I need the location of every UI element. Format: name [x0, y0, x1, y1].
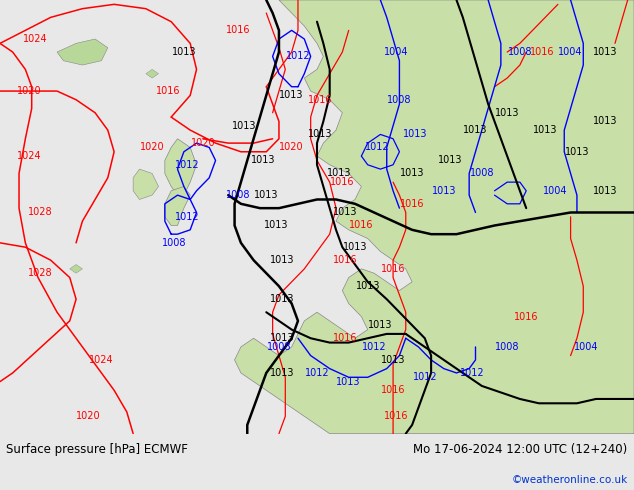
- Text: 1013: 1013: [232, 121, 256, 131]
- Text: 1013: 1013: [356, 281, 380, 291]
- Text: 1016: 1016: [333, 255, 358, 265]
- Text: 1013: 1013: [254, 190, 278, 200]
- Text: 1020: 1020: [77, 411, 101, 421]
- Text: 1013: 1013: [251, 155, 275, 166]
- Text: 1013: 1013: [432, 186, 456, 196]
- Text: 1013: 1013: [381, 355, 405, 365]
- Text: 1013: 1013: [308, 129, 332, 140]
- Text: 1013: 1013: [172, 47, 196, 57]
- Text: 1024: 1024: [17, 151, 41, 161]
- Text: 1013: 1013: [270, 294, 294, 304]
- Text: 1024: 1024: [89, 355, 113, 365]
- Text: 1016: 1016: [330, 177, 354, 187]
- Text: 1013: 1013: [280, 90, 304, 100]
- Polygon shape: [165, 139, 197, 195]
- Text: 1028: 1028: [28, 268, 52, 278]
- Text: 1020: 1020: [280, 143, 304, 152]
- Text: 1013: 1013: [343, 242, 367, 252]
- Text: 1013: 1013: [463, 125, 488, 135]
- Polygon shape: [146, 70, 158, 78]
- Text: 1008: 1008: [226, 190, 250, 200]
- Text: 1016: 1016: [333, 333, 358, 343]
- Polygon shape: [235, 0, 634, 434]
- Text: 1020: 1020: [140, 143, 164, 152]
- Text: 1013: 1013: [593, 47, 618, 57]
- Text: 1012: 1012: [305, 368, 329, 378]
- Text: 1013: 1013: [495, 108, 519, 118]
- Polygon shape: [70, 265, 82, 273]
- Text: 1016: 1016: [226, 25, 250, 35]
- Text: 1012: 1012: [286, 51, 310, 61]
- Polygon shape: [165, 187, 190, 225]
- Text: 1013: 1013: [270, 368, 294, 378]
- Text: 1016: 1016: [156, 86, 180, 96]
- Text: 1013: 1013: [438, 155, 462, 166]
- Text: 1013: 1013: [337, 377, 361, 387]
- Text: 1004: 1004: [559, 47, 583, 57]
- Text: 1013: 1013: [333, 207, 358, 218]
- Text: 1012: 1012: [365, 143, 389, 152]
- Text: 1016: 1016: [530, 47, 554, 57]
- Text: 1004: 1004: [543, 186, 567, 196]
- Text: 1008: 1008: [470, 169, 494, 178]
- Text: 1016: 1016: [381, 385, 405, 395]
- Text: 1016: 1016: [400, 199, 424, 209]
- Text: 1008: 1008: [508, 47, 532, 57]
- Text: 1013: 1013: [593, 117, 618, 126]
- Text: 1012: 1012: [362, 342, 386, 352]
- Text: 1016: 1016: [514, 312, 538, 321]
- Text: 1012: 1012: [175, 160, 199, 170]
- Text: 1013: 1013: [368, 320, 392, 330]
- Text: 1013: 1013: [270, 255, 294, 265]
- Text: 1013: 1013: [593, 186, 618, 196]
- Text: Surface pressure [hPa] ECMWF: Surface pressure [hPa] ECMWF: [6, 443, 188, 456]
- Text: 1016: 1016: [349, 220, 373, 230]
- Text: 1013: 1013: [327, 169, 351, 178]
- Text: 1004: 1004: [384, 47, 408, 57]
- Text: 1004: 1004: [574, 342, 598, 352]
- Text: 1008: 1008: [267, 342, 291, 352]
- Polygon shape: [133, 169, 158, 199]
- Text: 1016: 1016: [384, 411, 408, 421]
- Text: ©weatheronline.co.uk: ©weatheronline.co.uk: [512, 475, 628, 485]
- Text: 1016: 1016: [381, 264, 405, 274]
- Text: 1008: 1008: [495, 342, 519, 352]
- Text: 1013: 1013: [533, 125, 557, 135]
- Text: 1013: 1013: [565, 147, 589, 157]
- Text: 1012: 1012: [175, 212, 199, 222]
- Text: 1013: 1013: [403, 129, 427, 140]
- Text: 1028: 1028: [28, 207, 52, 218]
- Text: 1012: 1012: [460, 368, 484, 378]
- Text: Mo 17-06-2024 12:00 UTC (12+240): Mo 17-06-2024 12:00 UTC (12+240): [413, 443, 628, 456]
- Text: 1013: 1013: [270, 333, 294, 343]
- Text: 1008: 1008: [387, 95, 411, 105]
- Text: 1016: 1016: [308, 95, 332, 105]
- Text: 1020: 1020: [17, 86, 41, 96]
- Text: 1013: 1013: [400, 169, 424, 178]
- Text: 1020: 1020: [191, 138, 215, 148]
- Text: 1012: 1012: [413, 372, 437, 382]
- Text: 1008: 1008: [162, 238, 186, 248]
- Polygon shape: [57, 39, 108, 65]
- Text: 1024: 1024: [23, 34, 47, 44]
- Text: 1013: 1013: [264, 220, 288, 230]
